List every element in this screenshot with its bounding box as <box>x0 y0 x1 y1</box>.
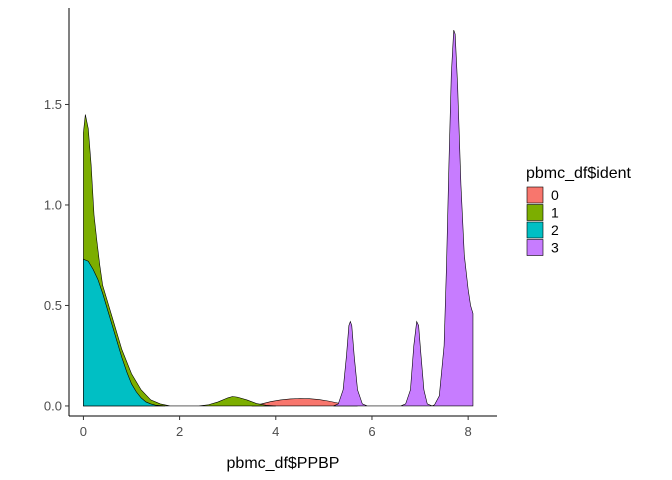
legend: pbmc_df$ident 0 12 3 <box>526 165 632 256</box>
legend-swatch-2 <box>526 221 544 239</box>
legend-swatch-3 <box>526 239 544 256</box>
x-tick-label: 8 <box>465 424 472 439</box>
legend-label-0: 0 <box>551 187 559 203</box>
x-axis-title: pbmc_df$PPBP <box>227 455 340 472</box>
y-tick-label: 1.0 <box>44 197 62 212</box>
y-tick-label: 0.5 <box>44 298 62 313</box>
legend-title: pbmc_df$ident <box>526 165 632 182</box>
y-axis-ticks: 0.0 0.5 1.0 1.5 <box>44 97 69 413</box>
x-tick-label: 4 <box>272 424 279 439</box>
legend-items: 0 12 3 <box>526 186 559 256</box>
density-areas <box>83 30 474 407</box>
legend-label-1: 1 <box>551 205 559 221</box>
x-axis-ticks: 0 2 4 6 8 <box>80 416 472 439</box>
legend-label-2: 2 <box>551 222 559 238</box>
legend-swatch-0 <box>526 186 544 204</box>
density-area-3 <box>333 30 474 407</box>
legend-swatch-1 <box>526 204 544 221</box>
y-tick-label: 0.0 <box>44 398 62 413</box>
legend-label-3: 3 <box>551 240 559 256</box>
x-tick-label: 2 <box>176 424 183 439</box>
x-tick-label: 0 <box>80 424 87 439</box>
y-tick-label: 1.5 <box>44 97 62 112</box>
density-area-2 <box>83 258 166 407</box>
x-tick-label: 6 <box>368 424 375 439</box>
